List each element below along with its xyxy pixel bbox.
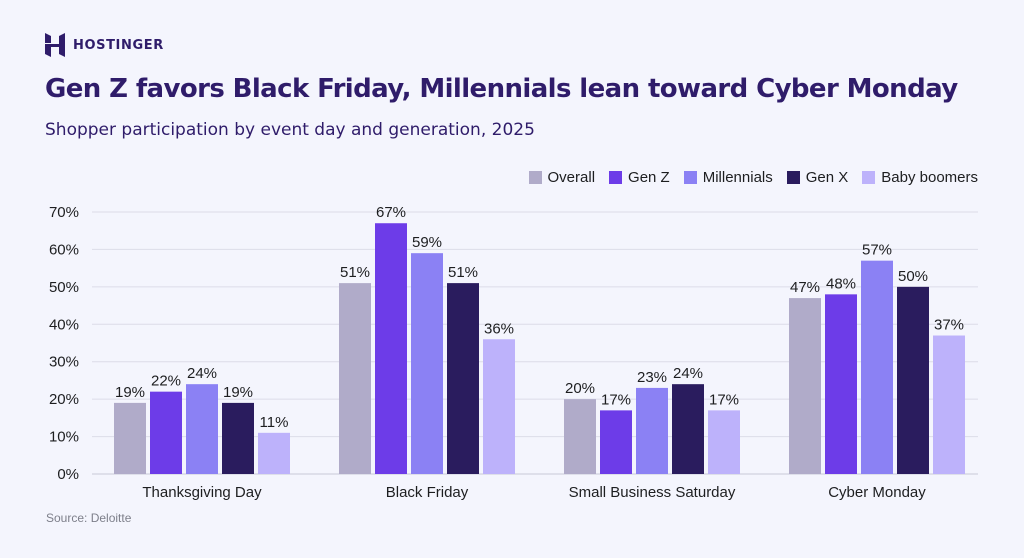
- legend-item: Baby boomers: [862, 169, 978, 186]
- chart-title: Gen Z favors Black Friday, Millennials l…: [45, 74, 958, 104]
- bar: [150, 391, 182, 474]
- bar-value-label: 48%: [826, 275, 856, 292]
- bar: [375, 223, 407, 474]
- hostinger-logo-icon: [45, 33, 65, 57]
- legend-swatch: [528, 171, 542, 184]
- bar-value-label: 17%: [709, 391, 739, 408]
- bar: [672, 384, 704, 474]
- bar-value-label: 36%: [484, 320, 514, 337]
- legend-item: Gen Z: [609, 169, 670, 186]
- y-tick-label: 40%: [49, 316, 79, 333]
- bar-value-label: 51%: [340, 264, 370, 281]
- legend-label: Gen Z: [628, 169, 670, 186]
- chart-subtitle: Shopper participation by event day and g…: [45, 120, 535, 140]
- y-tick-label: 30%: [49, 354, 79, 371]
- bar-value-label: 37%: [934, 317, 964, 334]
- legend-swatch: [862, 171, 876, 184]
- bar-value-label: 67%: [376, 204, 406, 221]
- bar: [483, 339, 515, 474]
- legend-label: Gen X: [805, 169, 849, 186]
- bar: [825, 294, 857, 474]
- x-tick-label: Thanksgiving Day: [142, 484, 262, 501]
- bar: [222, 402, 254, 474]
- bar: [564, 399, 596, 474]
- bar-value-label: 24%: [187, 365, 217, 382]
- bar-value-label: 20%: [565, 380, 595, 397]
- brand-name: HOSTINGER: [73, 37, 164, 53]
- bar-value-label: 19%: [223, 384, 253, 401]
- bar-value-label: 17%: [601, 391, 631, 408]
- bar: [897, 286, 929, 474]
- y-tick-label: 70%: [49, 204, 79, 221]
- legend-label: Baby boomers: [881, 169, 978, 186]
- bar: [447, 283, 479, 474]
- legend-swatch: [683, 171, 697, 184]
- bar: [600, 410, 632, 474]
- bar-value-label: 47%: [790, 279, 820, 296]
- bar: [789, 298, 821, 474]
- legend-swatch: [786, 171, 800, 184]
- legend-swatch: [609, 171, 623, 184]
- y-tick-label: 20%: [49, 391, 79, 408]
- source-note: Source: Deloitte: [46, 511, 132, 525]
- legend-label: Overall: [547, 169, 596, 186]
- x-tick-label: Cyber Monday: [828, 484, 926, 501]
- bar-value-label: 24%: [673, 365, 703, 382]
- bar: [114, 402, 146, 474]
- legend-item: Overall: [528, 169, 596, 186]
- y-tick-label: 0%: [57, 466, 79, 483]
- bar-value-label: 23%: [637, 369, 667, 386]
- bar-value-label: 22%: [151, 373, 181, 390]
- legend-item: Gen X: [786, 169, 849, 186]
- bar-value-label: 50%: [898, 268, 928, 285]
- x-tick-label: Black Friday: [386, 484, 469, 501]
- legend-item: Millennials: [683, 169, 773, 186]
- bar: [186, 384, 218, 474]
- bar: [411, 253, 443, 474]
- bar: [258, 432, 290, 474]
- bar: [933, 335, 965, 474]
- bar-value-label: 11%: [260, 414, 289, 431]
- bar-value-label: 59%: [412, 234, 442, 251]
- brand: HOSTINGER: [45, 33, 164, 57]
- y-tick-label: 10%: [49, 429, 79, 446]
- bar: [708, 410, 740, 474]
- bar: [339, 283, 371, 474]
- chart-legend: Overall Gen Z Millennials Gen X Baby boomers: [528, 169, 978, 186]
- y-tick-label: 60%: [49, 241, 79, 258]
- x-tick-label: Small Business Saturday: [569, 484, 736, 501]
- legend-label: Millennials: [702, 169, 773, 186]
- y-tick-label: 50%: [49, 279, 79, 296]
- bar-value-label: 51%: [448, 264, 478, 281]
- bar: [636, 387, 668, 474]
- bar: [861, 260, 893, 474]
- bar-value-label: 57%: [862, 242, 892, 259]
- bar-value-label: 19%: [115, 384, 145, 401]
